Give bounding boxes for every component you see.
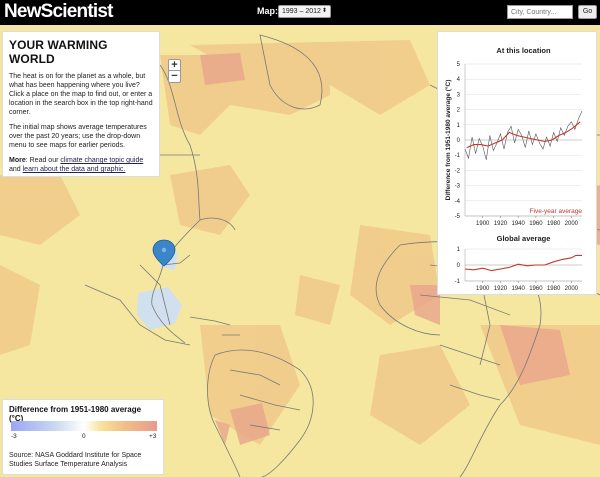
map-period-select-value: 1993 – 2012 [282,8,321,15]
legend-color-scale [11,421,157,431]
info-paragraph-more: More: Read our climate change topic guid… [9,156,153,174]
location-search-input[interactable] [507,5,573,19]
local-ytick-label: -5 [455,214,461,220]
global-xtick-label: 1920 [494,286,508,292]
newscientist-logo[interactable]: NewScientist [4,1,113,22]
map-period-label: Map: [257,6,278,16]
global-xtick-label: 1960 [529,286,543,292]
local-xtick-label: 1900 [476,221,490,227]
local-ylabel: Difference from 1951-1980 average (°C) [444,80,452,201]
local-ytick-label: -4 [455,199,461,205]
local-series-label: Five-year average [530,208,583,215]
global-ytick-label: 0 [457,263,461,269]
local-xtick-label: 1940 [512,221,526,227]
legend-title: Difference from 1951-1980 average (°C) [9,405,142,423]
global-ytick-label: -1 [455,279,461,285]
local-ytick-label: 4 [457,77,461,83]
local-ytick-label: 2 [457,108,461,114]
local-series-line-1 [466,121,581,149]
global-xtick-label: 1940 [512,286,526,292]
local-series-line-0 [464,110,583,160]
select-arrows-icon: ⬍ [321,8,327,14]
local-xtick-label: 1960 [529,221,543,227]
local-ytick-label: -3 [455,184,461,190]
global-series-line-0 [464,254,582,272]
top-bar: NewScientist Map: 1993 – 2012 ⬍ Go [0,0,600,25]
zoom-out-button[interactable]: − [168,70,181,83]
charts-svg: At this location 5 4 3 2 1 0 -1 -2 -3 -4 -5 1900 1920… [444,46,583,292]
local-ytick-label: 3 [457,92,461,98]
global-xtick-label: 1900 [476,286,490,292]
local-chart-title: At this location [496,46,551,55]
local-xtick-label: 2000 [565,221,579,227]
global-ytick-label: 1 [457,247,461,253]
local-ytick-label: -1 [455,153,461,159]
info-paragraph-initial-map: The initial map shows average temperatur… [9,124,147,149]
warm-anomaly-regions [0,40,600,445]
map-period-select[interactable]: 1993 – 2012 ⬍ [278,5,331,18]
local-ytick-label: 0 [457,138,461,144]
more-label: More [9,157,26,164]
map-pin-icon[interactable] [152,239,176,267]
info-panel: YOUR WARMING WORLD The heat is on for th… [2,31,160,177]
info-paragraph-intro: The heat is on for the planet as a whole… [9,73,153,116]
local-xtick-label: 1920 [494,221,508,227]
global-xtick-label: 1980 [547,286,561,292]
local-ytick-label: 5 [457,62,461,68]
local-xtick-label: 1980 [547,221,561,227]
go-button[interactable]: Go [578,5,597,19]
more-separator: : Read our [25,157,61,164]
legend-source: Source: NASA Goddard Institute for Space… [9,452,142,468]
global-xtick-label: 2000 [565,286,579,292]
info-title: YOUR WARMING WORLD [9,38,108,66]
learn-about-data-link[interactable]: learn about the data and graphic. [22,166,126,173]
legend-panel: Difference from 1951-1980 average (°C) -… [2,399,164,475]
global-chart-title: Global average [497,234,551,243]
legend-min-label: -3 [11,433,17,440]
climate-change-topic-guide-link[interactable]: climate change topic guide [60,157,144,164]
local-ytick-label: -2 [455,168,461,174]
legend-max-label: +3 [149,433,157,440]
chart-panel: At this location 5 4 3 2 1 0 -1 -2 -3 -4 -5 1900 1920… [437,31,597,295]
legend-mid-label: 0 [82,433,86,440]
more-and: and [9,166,23,173]
local-ytick-label: 1 [457,123,461,129]
